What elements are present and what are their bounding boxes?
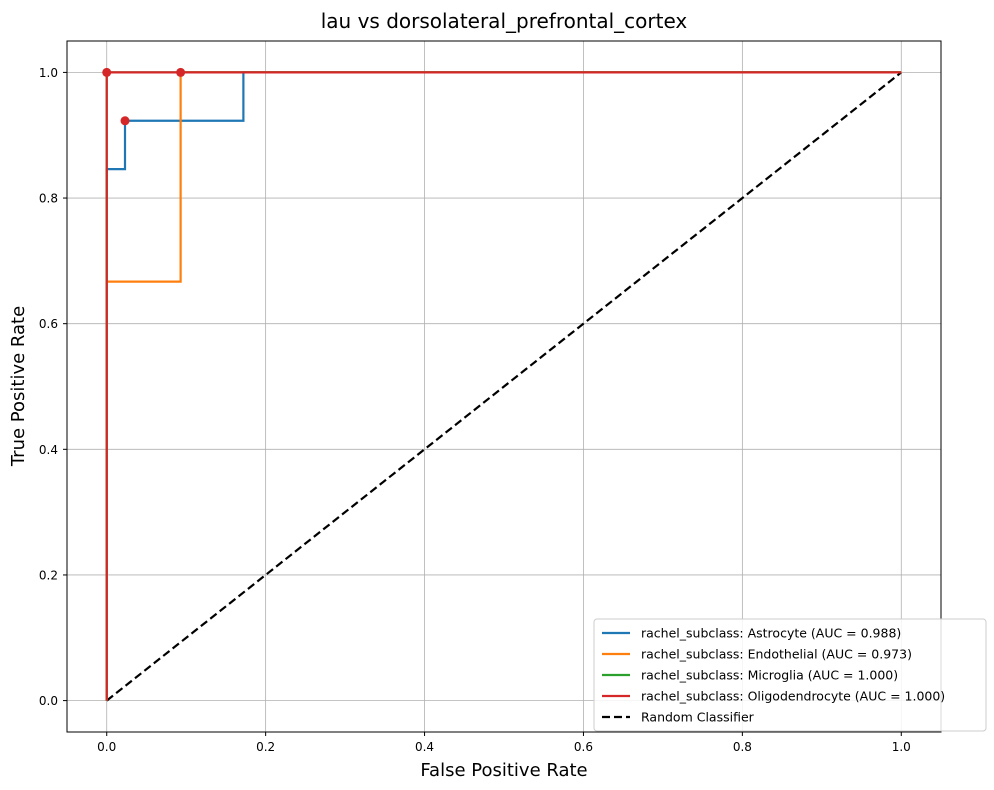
y-axis-label: True Positive Rate: [8, 306, 29, 467]
legend-label-2: rachel_subclass: Microglia (AUC = 1.000): [641, 668, 898, 683]
x-axis-label: False Positive Rate: [420, 760, 587, 781]
x-axis-ticks: 0.0 0.2 0.4 0.6 0.8 1.0: [97, 732, 911, 754]
y-tick-label: 0.2: [39, 568, 58, 582]
threshold-points: [102, 67, 186, 126]
legend: rachel_subclass: Astrocyte (AUC = 0.988)…: [593, 618, 987, 732]
legend-label-3: rachel_subclass: Oligodendrocyte (AUC = …: [641, 689, 945, 704]
plot-area-frame: [66, 40, 942, 733]
x-tick-label: 0.6: [574, 740, 593, 754]
y-tick-label: 0.0: [39, 694, 58, 708]
threshold-point-2: [176, 67, 186, 77]
threshold-point-0: [102, 67, 112, 77]
legend-label-0: rachel_subclass: Astrocyte (AUC = 0.988): [641, 626, 901, 641]
x-tick-label: 0.2: [256, 740, 275, 754]
series-line-4: [106, 71, 902, 702]
y-tick-label: 0.4: [39, 443, 58, 457]
grid-lines: [67, 41, 941, 732]
y-axis-ticks: 0.0 0.2 0.4 0.6 0.8 1.0: [39, 66, 67, 708]
legend-label-1: rachel_subclass: Endothelial (AUC = 0.97…: [641, 647, 912, 662]
x-tick-label: 0.8: [733, 740, 752, 754]
y-tick-label: 0.8: [39, 192, 58, 206]
x-tick-label: 0.0: [97, 740, 116, 754]
y-tick-label: 1.0: [39, 66, 58, 80]
x-tick-label: 0.4: [415, 740, 434, 754]
legend-box: [593, 618, 987, 732]
y-tick-label: 0.6: [39, 317, 58, 331]
threshold-point-1: [120, 116, 130, 126]
legend-label-4: Random Classifier: [641, 710, 755, 725]
chart-title: lau vs dorsolateral_prefrontal_cortex: [321, 9, 688, 33]
x-tick-label: 1.0: [892, 740, 911, 754]
